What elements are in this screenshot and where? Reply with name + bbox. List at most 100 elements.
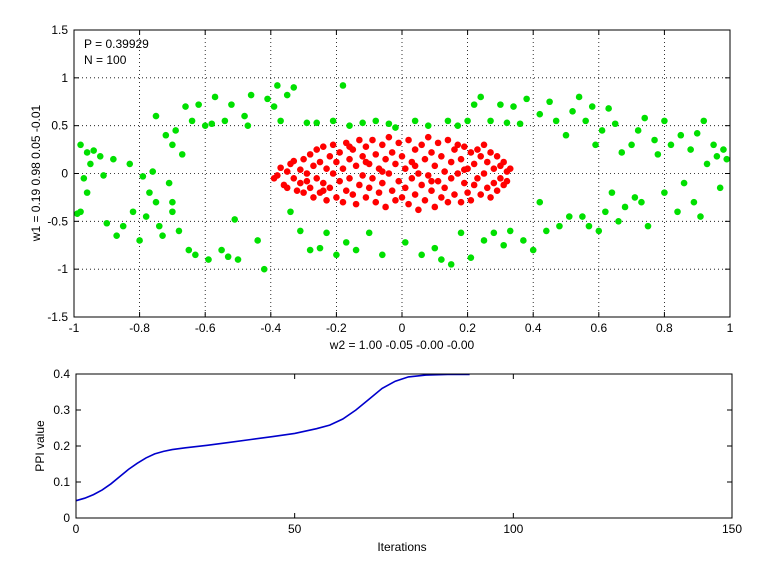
inner-point [444,136,452,144]
outer-point [201,122,209,129]
inner-point [290,174,298,182]
inner-point [500,158,507,166]
outer-point [224,253,232,261]
inner-point [369,174,376,182]
scatter-x-tick-label: 0.4 [525,321,542,335]
outer-point [608,189,616,196]
outer-point [83,189,91,196]
outer-point [703,160,711,168]
scatter-points [73,82,731,273]
outer-point [654,151,662,158]
inner-point [424,172,432,179]
outer-point [401,239,409,246]
inner-point [418,141,425,149]
outer-point [241,112,248,120]
outer-point [303,119,311,127]
inner-point [306,151,314,158]
outer-point [169,198,176,206]
line-y-tick-label: 0 [63,511,70,525]
inner-point [326,152,334,160]
outer-point [169,141,176,149]
inner-point [454,170,462,177]
outer-point [365,229,373,237]
outer-point [385,120,393,128]
inner-point [274,172,281,179]
outer-point [490,229,498,237]
outer-point [96,152,104,160]
line-axes-frame [75,373,733,519]
line-y-tick-label: 0.3 [53,403,70,417]
inner-point [487,194,494,201]
inner-point [392,160,399,168]
outer-point [716,184,724,192]
scatter-ticks: -1 -0.8 -0.6 -0.4 -0.2 0 0.2 0.4 0.6 0.8 1-1.5-1-0… [47,23,733,335]
scatter-x-tick-label: 0.8 [656,321,673,335]
outer-point [693,130,701,137]
outer-point [155,222,163,230]
inner-point [457,155,465,163]
inner-point [467,149,475,156]
outer-point [100,172,107,179]
outer-point [306,246,314,254]
outer-point [185,246,193,254]
inner-point [483,184,491,192]
outer-point [447,261,455,268]
outer-point [110,155,117,163]
inner-point [398,152,406,160]
outer-point [260,265,268,273]
inner-point [405,200,412,208]
outer-point [503,119,511,127]
inner-point [346,174,353,182]
line-y-tick-label: 0.1 [53,475,70,489]
outer-point [444,117,452,125]
inner-point [297,166,304,173]
inner-point [480,141,488,149]
outer-point [529,246,537,254]
inner-point [283,184,291,192]
line-y-axis-label: PPI value [33,420,47,472]
inner-point [474,174,481,182]
outer-point [687,146,694,153]
inner-point [329,170,337,177]
inner-point [405,136,412,144]
outer-point [595,227,603,235]
inner-point [388,149,396,156]
outer-point [287,208,294,216]
outer-point [103,219,111,227]
line-x-tick-label: 0 [73,522,80,536]
inner-point [379,179,386,187]
inner-point [441,184,448,192]
inner-point [454,141,462,149]
outer-point [477,93,485,101]
outer-point [667,141,675,149]
inner-point [342,187,350,195]
outer-point [424,122,432,129]
inner-point [461,143,468,151]
outer-point [80,174,88,182]
scatter-x-tick-label: 0.6 [590,321,607,335]
inner-point [424,133,432,141]
inner-point [323,165,330,173]
outer-point [631,194,639,201]
inner-point [490,179,498,187]
inner-point [300,189,307,196]
outer-point [165,179,173,187]
outer-point [270,103,278,110]
outer-point [172,127,179,134]
outer-point [372,117,380,125]
inner-point [352,200,360,208]
scatter-x-tick-label: 1 [727,321,734,335]
outer-point [359,119,366,127]
outer-point [438,256,445,263]
outer-point [431,244,439,252]
inner-point [319,179,327,187]
line-x-tick-label: 100 [503,522,523,536]
outer-point [713,152,721,160]
outer-point [297,227,304,235]
inner-point [362,194,370,201]
outer-point [205,256,212,263]
inner-point [428,187,435,195]
line-x-axis-label: Iterations [377,540,426,554]
inner-point [382,155,389,163]
inner-point [441,168,448,175]
